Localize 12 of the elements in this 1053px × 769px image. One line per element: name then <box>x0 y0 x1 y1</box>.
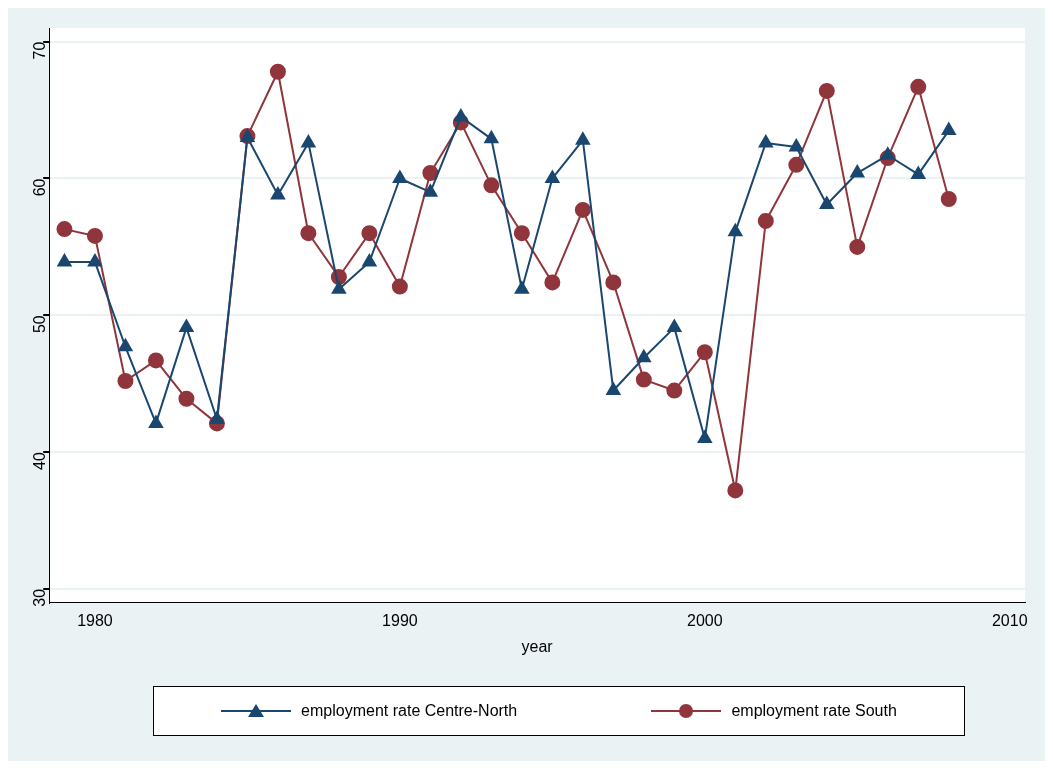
legend-label: employment rate South <box>731 702 897 720</box>
y-tick-label: 30 <box>30 588 48 607</box>
x-tick-label: 2010 <box>991 611 1028 629</box>
x-tick-label: 2000 <box>687 611 723 629</box>
y-tick-label: 60 <box>30 178 48 197</box>
y-tick-label: 70 <box>30 41 48 60</box>
x-tick-label: 1980 <box>77 611 113 629</box>
y-tick-label: 50 <box>30 315 48 334</box>
x-tick-label: 1990 <box>382 611 418 629</box>
legend-label: employment rate Centre-North <box>301 702 518 720</box>
y-tick-label: 40 <box>30 452 48 470</box>
x-axis-title: year <box>521 637 554 655</box>
